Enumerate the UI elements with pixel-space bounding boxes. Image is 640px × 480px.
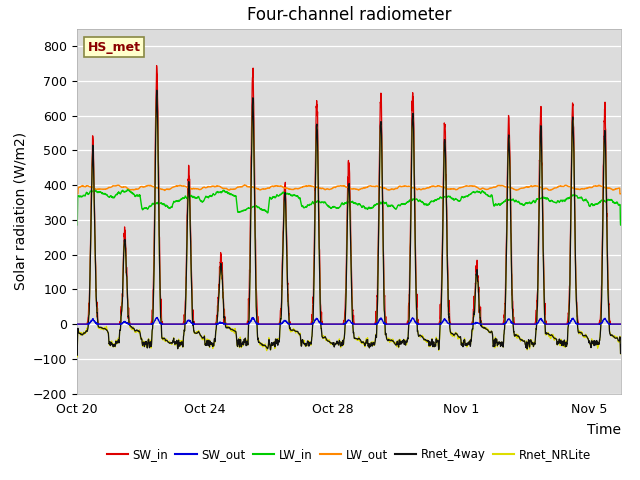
- LW_in: [617, 222, 625, 228]
- SW_out: [73, 321, 81, 327]
- SW_in: [184, 210, 191, 216]
- Line: Rnet_4way: Rnet_4way: [77, 90, 621, 355]
- LW_in: [184, 195, 191, 201]
- LW_in: [116, 190, 124, 196]
- LW_in: [502, 197, 509, 203]
- Text: HS_met: HS_met: [88, 41, 141, 54]
- LW_in: [73, 222, 81, 228]
- Line: SW_in: SW_in: [77, 66, 621, 324]
- SW_out: [372, 321, 380, 327]
- Rnet_NRLite: [617, 343, 625, 348]
- LW_in: [191, 195, 198, 201]
- Y-axis label: Solar radiation (W/m2): Solar radiation (W/m2): [13, 132, 27, 290]
- Rnet_4way: [502, 279, 509, 285]
- Text: Time: Time: [587, 423, 621, 437]
- SW_in: [372, 308, 380, 314]
- Rnet_NRLite: [153, 93, 161, 98]
- LW_out: [73, 191, 81, 197]
- Title: Four-channel radiometer: Four-channel radiometer: [246, 6, 451, 24]
- LW_in: [372, 202, 380, 207]
- SW_in: [116, 321, 124, 327]
- Rnet_NRLite: [116, 328, 124, 334]
- LW_out: [372, 183, 380, 189]
- LW_out: [183, 184, 191, 190]
- LW_out: [241, 182, 248, 188]
- Rnet_4way: [617, 342, 625, 348]
- Rnet_NRLite: [502, 281, 509, 287]
- SW_out: [154, 314, 161, 320]
- Rnet_4way: [73, 342, 81, 348]
- Rnet_4way: [237, 337, 244, 343]
- SW_in: [191, 321, 198, 327]
- Rnet_NRLite: [73, 343, 81, 349]
- SW_in: [237, 321, 244, 327]
- LW_in: [237, 209, 244, 215]
- SW_in: [502, 276, 509, 281]
- SW_out: [502, 320, 509, 326]
- Line: SW_out: SW_out: [77, 317, 621, 324]
- Line: Rnet_NRLite: Rnet_NRLite: [77, 96, 621, 357]
- Legend: SW_in, SW_out, LW_in, LW_out, Rnet_4way, Rnet_NRLite: SW_in, SW_out, LW_in, LW_out, Rnet_4way,…: [102, 443, 596, 466]
- LW_out: [502, 184, 509, 190]
- Rnet_NRLite: [372, 333, 380, 338]
- SW_out: [191, 321, 198, 327]
- Rnet_4way: [116, 328, 124, 334]
- Rnet_4way: [153, 87, 161, 93]
- Line: LW_out: LW_out: [77, 185, 621, 194]
- LW_in: [124, 187, 131, 192]
- Rnet_4way: [73, 352, 81, 358]
- SW_in: [153, 63, 161, 69]
- LW_out: [236, 184, 244, 190]
- Rnet_4way: [191, 330, 198, 336]
- Rnet_NRLite: [184, 213, 191, 218]
- Rnet_NRLite: [191, 330, 198, 336]
- Rnet_NRLite: [237, 336, 244, 342]
- SW_out: [116, 321, 124, 327]
- SW_out: [184, 318, 191, 324]
- SW_in: [617, 321, 625, 327]
- LW_out: [617, 191, 625, 197]
- SW_out: [617, 321, 625, 327]
- SW_in: [73, 321, 81, 327]
- LW_out: [190, 186, 198, 192]
- Line: LW_in: LW_in: [77, 190, 621, 225]
- Rnet_NRLite: [73, 354, 81, 360]
- LW_out: [116, 183, 124, 189]
- Rnet_4way: [184, 210, 191, 216]
- SW_out: [237, 321, 244, 327]
- Rnet_4way: [372, 333, 380, 338]
